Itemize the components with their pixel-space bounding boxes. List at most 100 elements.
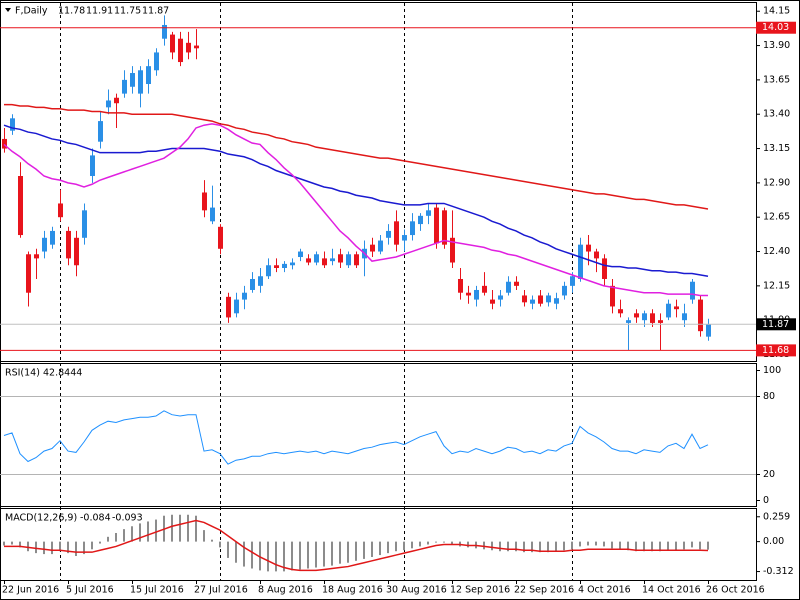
- low-value: 11.75: [114, 6, 141, 17]
- candle-body: [482, 285, 487, 293]
- candle-body: [466, 292, 471, 296]
- histogram-bar: [523, 541, 525, 553]
- candle-body: [114, 97, 119, 104]
- candle-body: [434, 207, 439, 244]
- histogram-bar: [635, 541, 637, 552]
- histogram-bar: [99, 541, 101, 544]
- y-tick-label: 20: [763, 469, 775, 480]
- histogram-bar: [683, 541, 685, 550]
- candle-body: [130, 73, 135, 87]
- candle-body: [426, 210, 431, 216]
- histogram-bar: [451, 541, 453, 545]
- candle-body: [706, 324, 711, 337]
- y-tick-label: 13.15: [763, 143, 790, 154]
- histogram-bar: [203, 530, 205, 542]
- candle-body: [690, 281, 695, 300]
- y-tick-label: 0: [763, 495, 769, 506]
- x-tick-label: 22 Jun 2016: [2, 585, 59, 596]
- candle-body: [298, 251, 303, 258]
- candle-body: [490, 299, 495, 304]
- y-tick-label: 13.40: [763, 109, 790, 120]
- level-label: 14.03: [762, 22, 789, 33]
- x-tick-label: 15 Jul 2016: [130, 585, 184, 596]
- indicator-line: [3, 123, 708, 297]
- candle-body: [514, 281, 519, 286]
- candle-body: [202, 192, 207, 211]
- histogram-bar: [419, 541, 421, 547]
- candle-body: [474, 289, 479, 300]
- histogram-bar: [675, 541, 677, 551]
- level-label: 11.68: [762, 345, 789, 356]
- candle-body: [170, 34, 175, 53]
- candle-body: [450, 237, 455, 263]
- candle-body: [658, 320, 663, 323]
- histogram-bar: [411, 541, 413, 549]
- candle-body: [10, 118, 15, 131]
- candle-body: [394, 221, 399, 245]
- candle-body: [58, 203, 63, 218]
- chart-title: F,Daily: [15, 6, 48, 17]
- histogram-bar: [691, 541, 693, 548]
- histogram-bar: [147, 521, 149, 542]
- candle-body: [2, 138, 7, 149]
- y-tick-label: 0.259: [763, 511, 790, 522]
- histogram-bar: [395, 541, 397, 552]
- histogram-bar: [595, 541, 597, 546]
- histogram-bar: [139, 523, 141, 542]
- candle-body: [42, 237, 47, 252]
- candle-body: [138, 70, 143, 94]
- histogram-bar: [83, 541, 85, 555]
- histogram-bar: [323, 541, 325, 567]
- candle-body: [274, 265, 279, 269]
- histogram-bar: [571, 541, 573, 550]
- histogram-bar: [259, 541, 261, 571]
- candle-body: [266, 265, 271, 277]
- candle-body: [506, 281, 511, 293]
- candle-body: [346, 254, 351, 266]
- histogram-bar: [291, 541, 293, 571]
- candle-body: [682, 313, 687, 321]
- histogram-bar: [283, 541, 285, 572]
- histogram-bar: [587, 541, 589, 546]
- candle-body: [578, 244, 583, 279]
- histogram-bar: [243, 541, 245, 567]
- histogram-bar: [371, 541, 373, 557]
- candle-body: [242, 292, 247, 300]
- x-tick-label: 14 Oct 2016: [642, 585, 701, 596]
- candle-body: [178, 38, 183, 63]
- histogram-bar: [539, 541, 541, 553]
- candle-body: [122, 79, 127, 94]
- y-tick-label: 0.00: [763, 536, 784, 547]
- histogram-bar: [427, 541, 429, 545]
- histogram-bar: [35, 541, 37, 554]
- menu-arrow: [5, 8, 11, 12]
- candle-body: [666, 303, 671, 318]
- histogram-bar: [707, 541, 709, 550]
- candle-body: [218, 226, 223, 249]
- candle-body: [154, 52, 159, 71]
- histogram-bar: [659, 541, 661, 552]
- histogram-bar: [443, 541, 445, 543]
- candle-body: [50, 230, 55, 245]
- candle-body: [186, 42, 191, 53]
- candle-body: [402, 235, 407, 241]
- rsi-title: RSI(14): [5, 368, 40, 379]
- histogram-bar: [27, 541, 29, 552]
- candle-body: [162, 24, 167, 39]
- y-tick-label: 12.15: [763, 280, 790, 291]
- histogram-bar: [187, 514, 189, 542]
- histogram-bar: [59, 541, 61, 552]
- close-value: 11.87: [142, 6, 169, 17]
- histogram-bar: [499, 541, 501, 552]
- candle-body: [546, 295, 551, 303]
- histogram-bar: [235, 541, 237, 563]
- histogram-bar: [403, 541, 405, 551]
- indicator-line: [3, 124, 709, 277]
- indicator-line: [4, 103, 709, 210]
- candle-body: [554, 298, 559, 304]
- open-value: 11.78: [58, 6, 85, 17]
- candle-body: [442, 210, 447, 245]
- y-tick-label: 13.90: [763, 40, 790, 51]
- indicator-line: [4, 519, 709, 572]
